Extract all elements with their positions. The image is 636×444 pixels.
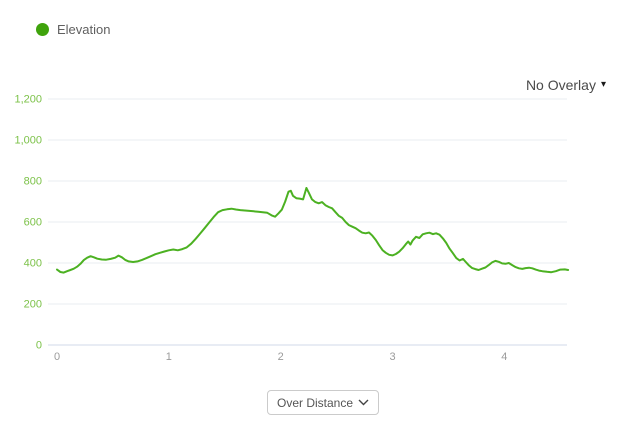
x-tick-label: 2 xyxy=(278,351,284,363)
y-tick-label: 0 xyxy=(36,340,42,352)
overlay-dropdown-label: No Overlay xyxy=(525,77,596,93)
y-tick-label: 200 xyxy=(24,299,42,311)
x-tick-label: 4 xyxy=(501,351,507,363)
x-tick-label: 0 xyxy=(54,351,60,363)
y-tick-label: 400 xyxy=(24,258,42,270)
elevation-series-dot-icon xyxy=(36,23,49,36)
caret-down-icon: ▾ xyxy=(600,79,606,90)
x-tick-label: 3 xyxy=(389,351,395,363)
y-tick-label: 600 xyxy=(24,217,42,229)
legend-label: Elevation xyxy=(57,22,111,37)
y-tick-label: 1,200 xyxy=(14,94,42,106)
legend-item-elevation[interactable]: Elevation xyxy=(36,22,110,37)
x-tick-label: 1 xyxy=(166,351,172,363)
y-tick-label: 1,000 xyxy=(14,135,42,147)
x-axis-mode-select[interactable]: Over Distance xyxy=(267,390,379,415)
elevation-line xyxy=(56,187,570,274)
y-tick-label: 800 xyxy=(24,176,42,188)
chevron-down-icon xyxy=(358,399,369,406)
overlay-dropdown[interactable]: No Overlay ▾ xyxy=(526,77,606,93)
x-axis-mode-selected-value: Over Distance xyxy=(277,395,354,410)
